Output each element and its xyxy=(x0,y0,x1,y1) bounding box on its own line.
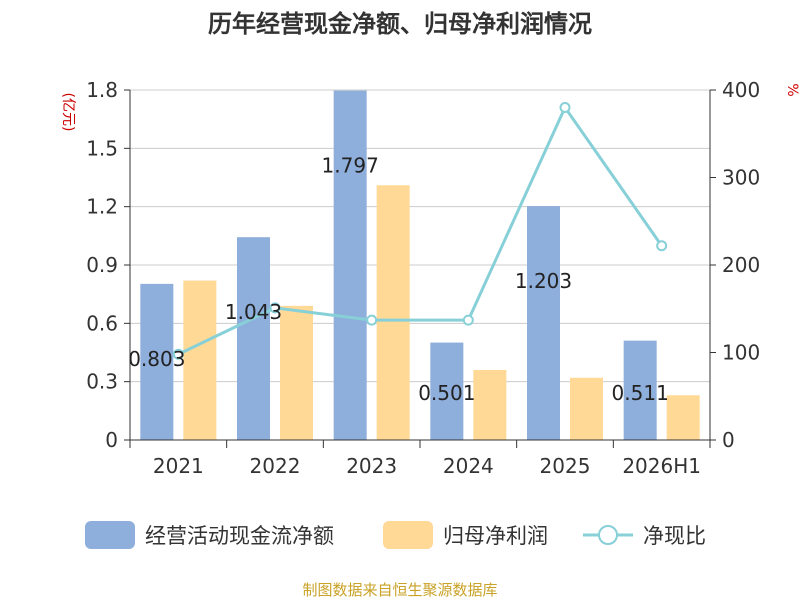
y-left-tick-label: 0.9 xyxy=(86,253,118,277)
y-left-tick-label: 1.8 xyxy=(86,78,118,102)
legend-label-cashflow: 经营活动现金流净额 xyxy=(145,524,334,548)
x-tick-label: 2025 xyxy=(540,454,591,478)
y-left-tick-label: 0.6 xyxy=(86,311,118,335)
y-left-tick-label: 1.5 xyxy=(86,136,118,160)
cashflow-value-label: 0.501 xyxy=(418,381,475,405)
cashflow-bar xyxy=(140,283,174,440)
y-right-tick-label: 0 xyxy=(722,428,735,452)
net-profit-bar xyxy=(280,305,313,440)
ratio-point xyxy=(559,102,571,113)
ratio-point xyxy=(366,314,378,326)
cashflow-value-label: 1.797 xyxy=(322,154,379,178)
ratio-point xyxy=(656,240,668,252)
cashflow-value-label: 1.043 xyxy=(225,300,282,324)
cashflow-value-label: 0.803 xyxy=(128,347,185,371)
y-right-unit-label: % xyxy=(784,83,800,96)
cashflow-bar xyxy=(237,237,270,440)
ratio-point xyxy=(462,314,474,326)
cashflow-bar xyxy=(430,342,464,440)
ratio-point xyxy=(172,348,184,360)
grid-lines xyxy=(130,89,710,383)
y-right-tick-label: 300 xyxy=(722,166,760,190)
legend-label-net-profit: 归母净利润 xyxy=(443,524,548,548)
net-profit-bar xyxy=(376,185,410,440)
bar-group xyxy=(140,90,700,440)
data-labels: 0.803 1.043 1.797 0.501 1.203 0.511 xyxy=(128,154,669,405)
cashflow-value-label: 1.203 xyxy=(515,269,572,293)
legend: 经营活动现金流净额 归母净利润 净现比 xyxy=(85,521,706,549)
y-right-tick-label: 200 xyxy=(722,253,760,277)
legend-marker-ratio xyxy=(598,525,618,545)
y-right-tick-label: 400 xyxy=(722,78,760,102)
legend-swatch-cashflow xyxy=(85,521,135,549)
net-profit-bar xyxy=(666,395,700,440)
net-profit-bar xyxy=(570,377,603,440)
net-profit-bar xyxy=(183,280,217,440)
x-tick-label: 2024 xyxy=(443,454,494,478)
cashflow-value-label: 0.511 xyxy=(612,381,669,405)
cashflow-bar xyxy=(333,90,367,440)
cashflow-bar xyxy=(527,206,560,440)
x-tick-label: 2023 xyxy=(346,454,397,478)
legend-swatch-net-profit xyxy=(383,521,433,549)
ratio-line xyxy=(177,104,663,356)
x-tick-label: 2026H1 xyxy=(622,454,701,478)
y-left-tick-label: 0.3 xyxy=(86,370,118,394)
legend-label-ratio: 净现比 xyxy=(643,524,706,548)
y-right-tick-label: 100 xyxy=(722,341,760,365)
chart-title: 历年经营现金净额、归母净利润情况 xyxy=(208,10,592,38)
ratio-point xyxy=(269,302,281,314)
x-tick-label: 2021 xyxy=(153,454,204,478)
net-profit-bar xyxy=(473,370,507,440)
axes: 0 0.3 0.6 0.9 1.2 1.5 1.8 0 100 200 300 400 (亿元)% 202… xyxy=(60,78,800,478)
x-tick-label: 2022 xyxy=(250,454,301,478)
y-left-tick-label: 1.2 xyxy=(86,195,118,219)
cashflow-bar xyxy=(623,340,657,440)
y-left-tick-label: 0 xyxy=(105,428,118,452)
ratio-line-group xyxy=(172,102,668,360)
y-left-unit-label: (亿元) xyxy=(60,93,76,132)
data-source-note: 制图数据来自恒生聚源数据库 xyxy=(302,581,498,599)
